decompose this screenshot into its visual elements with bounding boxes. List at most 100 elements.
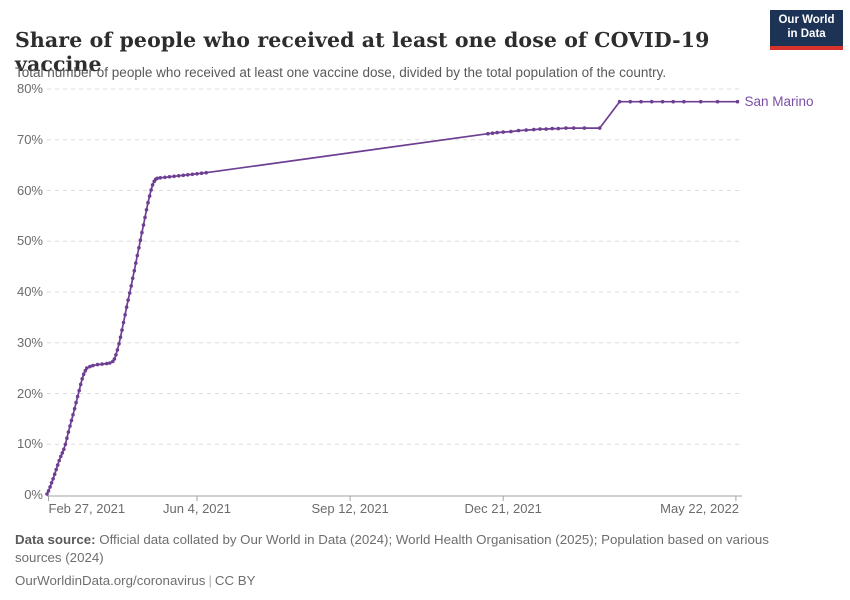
data-point (75, 394, 80, 399)
data-point (126, 298, 130, 302)
data-point (66, 430, 71, 434)
x-axis-tick-label: Jun 4, 2021 (163, 501, 232, 516)
data-point (639, 99, 643, 104)
y-axis-tick-label: 70% (16, 131, 43, 147)
data-point (141, 223, 146, 227)
data-point (78, 382, 83, 387)
data-point (582, 126, 587, 130)
data-point (108, 361, 112, 365)
series-line (46, 100, 738, 495)
data-point (671, 99, 675, 104)
data-point (46, 489, 51, 493)
data-point (532, 127, 536, 132)
data-point (544, 127, 548, 131)
data-point (186, 173, 190, 177)
data-point (118, 335, 123, 340)
data-point (155, 176, 159, 181)
data-point (195, 172, 199, 176)
data-source-text: Official data collated by Our World in D… (15, 532, 769, 565)
data-point (117, 342, 121, 346)
data-point (114, 353, 118, 357)
data-point (112, 357, 117, 361)
data-point (49, 481, 54, 485)
y-axis-tick-label: 30% (16, 334, 43, 350)
x-axis-tick-label: Feb 27, 2021 (48, 501, 126, 516)
data-point (660, 99, 665, 104)
data-point (516, 128, 521, 133)
data-point (104, 361, 109, 366)
data-point (51, 477, 55, 481)
data-point (509, 129, 513, 134)
data-point (134, 261, 138, 265)
data-point (123, 313, 127, 317)
data-point (158, 176, 163, 180)
data-point (48, 485, 52, 489)
cc-by-license-link[interactable]: CC BY (214, 572, 256, 588)
y-axis-tick-label: 20% (16, 385, 43, 401)
data-point (95, 362, 100, 367)
data-point (68, 424, 72, 428)
data-point (45, 492, 49, 496)
owid-logo-accent-bar (770, 46, 843, 50)
data-point (495, 130, 499, 135)
x-axis-tick-label: May 22, 2022 (660, 501, 739, 516)
chart-subtitle: Total number of people who received at l… (15, 64, 667, 80)
data-point (617, 99, 622, 104)
data-point (71, 413, 75, 417)
data-point (127, 291, 132, 295)
owid-coronavirus-link[interactable]: OurWorldinData.org/coronavirus (15, 572, 206, 588)
data-point (100, 362, 104, 366)
data-point (130, 276, 135, 281)
data-point (147, 194, 152, 198)
data-point (490, 131, 495, 135)
data-point (556, 126, 561, 131)
data-point (564, 126, 568, 130)
x-axis-tick-label: Sep 12, 2021 (311, 501, 389, 516)
data-point (85, 366, 89, 370)
data-point (150, 183, 155, 187)
data-point (55, 463, 60, 467)
data-point (62, 447, 66, 452)
data-point (538, 127, 542, 131)
data-point (698, 99, 703, 104)
footer-links: OurWorldinData.org/coronavirus | CC BY (15, 572, 815, 590)
chart-footer: Data source: Official data collated by O… (15, 531, 815, 590)
x-axis-tick-label: Dec 21, 2021 (464, 501, 542, 516)
data-point (83, 368, 88, 373)
data-point (597, 126, 602, 130)
data-point (190, 172, 195, 177)
data-point (57, 458, 61, 463)
data-point (138, 238, 143, 242)
data-point (54, 467, 58, 472)
data-point (735, 99, 740, 104)
data-point (91, 363, 95, 368)
data-point (65, 436, 69, 441)
data-point (163, 175, 167, 180)
data-point (682, 99, 686, 104)
y-axis-tick-label: 80% (16, 81, 43, 96)
data-source-note: Data source: Official data collated by O… (15, 531, 815, 567)
data-point (74, 400, 78, 405)
footer-separator: | (208, 572, 212, 588)
series-label: San Marino (744, 93, 814, 109)
data-point (140, 230, 144, 235)
data-point (120, 328, 124, 332)
data-point (204, 170, 208, 175)
data-point (628, 99, 633, 104)
data-point (501, 130, 506, 134)
data-point (80, 377, 84, 381)
data-point (146, 200, 150, 205)
data-point (167, 175, 172, 179)
data-point (486, 131, 490, 136)
y-axis-tick-label: 40% (16, 284, 43, 299)
data-point (137, 246, 141, 250)
data-point (571, 126, 576, 130)
data-source-label: Data source: (15, 532, 96, 547)
chart-title: Share of people who received at least on… (15, 27, 710, 76)
data-point (135, 253, 140, 258)
data-point (69, 418, 74, 423)
data-point (649, 99, 654, 104)
data-point (149, 188, 153, 192)
